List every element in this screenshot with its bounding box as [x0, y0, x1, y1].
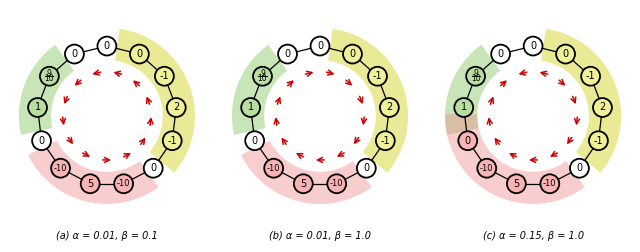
Text: -1: -1 — [381, 136, 390, 146]
Circle shape — [343, 45, 362, 64]
Circle shape — [458, 131, 477, 150]
Circle shape — [491, 45, 510, 64]
Wedge shape — [115, 29, 195, 173]
Circle shape — [264, 159, 283, 178]
Text: 0: 0 — [577, 163, 582, 173]
Text: 0: 0 — [72, 49, 77, 59]
Text: -10: -10 — [543, 179, 557, 188]
Text: 0: 0 — [563, 49, 568, 59]
Text: 0: 0 — [364, 163, 369, 173]
Text: (c) α = 0.15, β = 1.0: (c) α = 0.15, β = 1.0 — [483, 231, 584, 241]
Text: 9: 9 — [260, 69, 265, 78]
Wedge shape — [19, 45, 74, 135]
Circle shape — [32, 131, 51, 150]
Wedge shape — [232, 45, 287, 135]
Circle shape — [97, 37, 116, 55]
Circle shape — [40, 67, 59, 86]
Text: (a) α = 0.01, β = 0.1: (a) α = 0.01, β = 0.1 — [56, 231, 158, 241]
Circle shape — [581, 67, 600, 86]
Circle shape — [477, 159, 496, 178]
Circle shape — [241, 98, 260, 117]
Text: -10: -10 — [54, 164, 67, 173]
Circle shape — [357, 159, 376, 178]
Text: -10: -10 — [267, 164, 280, 173]
Text: 5: 5 — [300, 179, 307, 189]
Text: 0: 0 — [317, 41, 323, 51]
Circle shape — [368, 67, 387, 86]
Circle shape — [114, 174, 133, 193]
Circle shape — [310, 37, 330, 55]
Text: -10: -10 — [330, 179, 344, 188]
Circle shape — [540, 174, 559, 193]
Text: 9: 9 — [473, 69, 478, 78]
Text: 5: 5 — [513, 179, 520, 189]
Text: 1: 1 — [35, 103, 40, 112]
Text: 0: 0 — [530, 41, 536, 51]
Wedge shape — [241, 141, 372, 204]
Text: 0: 0 — [349, 49, 356, 59]
Text: 0: 0 — [252, 136, 258, 146]
Circle shape — [65, 45, 84, 64]
Circle shape — [466, 67, 485, 86]
Text: 2: 2 — [386, 103, 392, 112]
Circle shape — [589, 131, 608, 150]
Text: 0: 0 — [497, 49, 504, 59]
Circle shape — [294, 174, 313, 193]
Circle shape — [524, 37, 543, 55]
Circle shape — [507, 174, 526, 193]
Text: 2: 2 — [173, 103, 179, 112]
Text: -10: -10 — [480, 164, 493, 173]
Text: 10: 10 — [258, 74, 268, 83]
Circle shape — [245, 131, 264, 150]
Circle shape — [51, 159, 70, 178]
Circle shape — [81, 174, 100, 193]
Text: 0: 0 — [150, 163, 156, 173]
Text: 0: 0 — [38, 136, 45, 146]
Text: 10: 10 — [471, 74, 481, 83]
Wedge shape — [328, 29, 408, 173]
Text: -1: -1 — [372, 71, 382, 81]
Circle shape — [380, 98, 399, 117]
Text: 1: 1 — [248, 103, 253, 112]
Text: 0: 0 — [136, 49, 143, 59]
Text: -1: -1 — [586, 71, 595, 81]
Circle shape — [28, 98, 47, 117]
Text: -1: -1 — [159, 71, 169, 81]
Circle shape — [556, 45, 575, 64]
Text: -1: -1 — [168, 136, 177, 146]
Wedge shape — [445, 45, 500, 135]
Circle shape — [167, 98, 186, 117]
Circle shape — [454, 98, 473, 117]
Circle shape — [327, 174, 346, 193]
Circle shape — [144, 159, 163, 178]
Text: -1: -1 — [594, 136, 604, 146]
Text: 0: 0 — [465, 136, 471, 146]
Text: 2: 2 — [599, 103, 605, 112]
Circle shape — [253, 67, 272, 86]
Text: 5: 5 — [87, 179, 93, 189]
Text: 1: 1 — [461, 103, 467, 112]
Text: -10: -10 — [117, 179, 131, 188]
Wedge shape — [541, 29, 621, 173]
Circle shape — [130, 45, 149, 64]
Circle shape — [570, 159, 589, 178]
Circle shape — [593, 98, 612, 117]
Text: 0: 0 — [104, 41, 110, 51]
Text: (b) α = 0.01, β = 1.0: (b) α = 0.01, β = 1.0 — [269, 231, 371, 241]
Circle shape — [155, 67, 174, 86]
Wedge shape — [28, 141, 159, 204]
Circle shape — [278, 45, 297, 64]
Circle shape — [163, 131, 182, 150]
Text: 9: 9 — [47, 69, 52, 78]
Circle shape — [376, 131, 395, 150]
Wedge shape — [445, 114, 585, 204]
Text: 0: 0 — [284, 49, 291, 59]
Text: 10: 10 — [45, 74, 54, 83]
